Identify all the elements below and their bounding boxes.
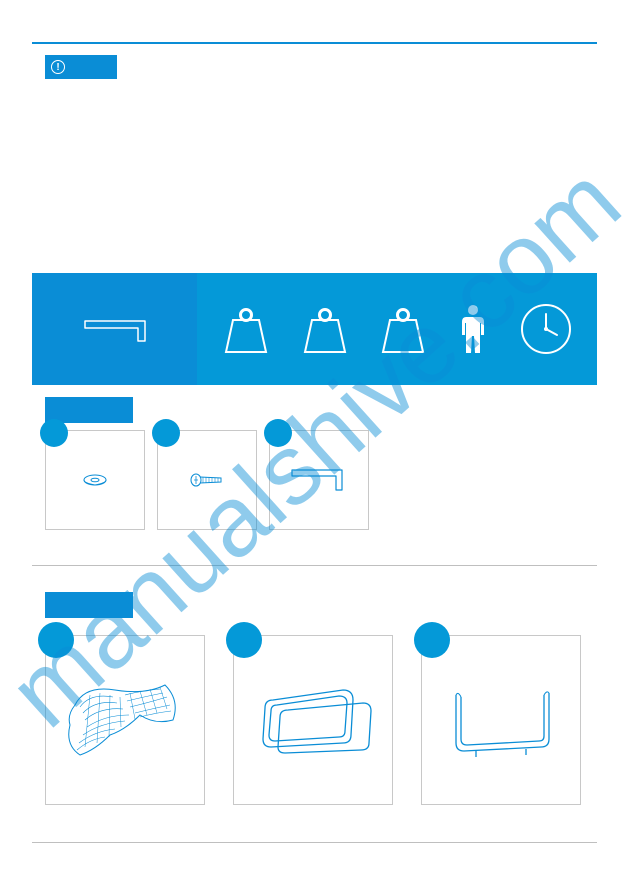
clock-icon [519,302,573,356]
fitting-number [264,419,292,447]
panel-side-frames [233,635,393,805]
fitting-washer [45,430,145,530]
info-cell [197,273,597,385]
fitting-bolt [157,430,257,530]
panel-number [414,622,450,658]
divider-rule [32,565,597,566]
washer-icon [82,467,108,493]
panel-base-frame [421,635,581,805]
panel-number [226,622,262,658]
panels-row [45,635,581,805]
person-icon [456,301,490,357]
panels-section-tab [45,592,133,618]
side-frames-icon [243,665,383,775]
allen-key-large-icon [70,309,160,349]
seat-shell-icon [55,665,195,775]
bolt-icon [189,468,225,492]
bottom-rule [32,842,597,843]
top-rule [32,42,597,44]
panel-seat-shell [45,635,205,805]
tool-required-cell [32,273,197,385]
fitting-allen-key [269,430,369,530]
weight-icon [378,302,428,356]
warning-icon: ! [51,60,65,74]
panel-number [38,622,74,658]
fitting-number [152,419,180,447]
warning-box: ! [45,55,117,79]
weight-icon [300,302,350,356]
allen-key-icon [284,462,354,498]
weight-icon [221,302,271,356]
fitting-number [40,419,68,447]
specs-bar [32,273,597,385]
fittings-row [45,430,369,530]
base-frame-icon [431,665,571,775]
